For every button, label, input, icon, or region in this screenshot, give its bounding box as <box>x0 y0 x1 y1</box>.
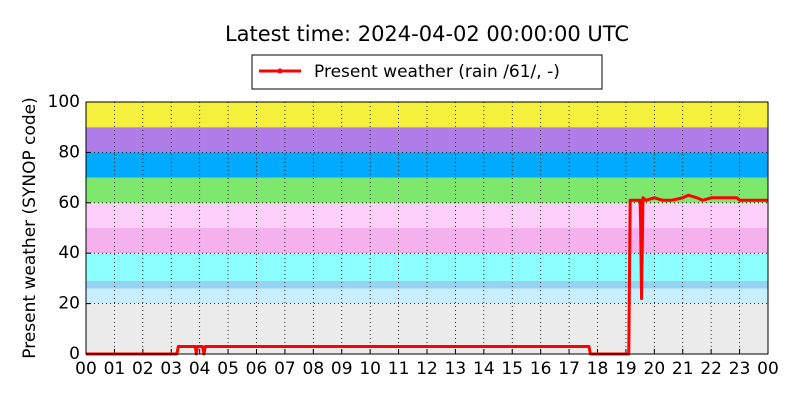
x-tick-label: 00 <box>757 359 779 379</box>
x-tick-label: 00 <box>75 359 97 379</box>
x-tick-label: 20 <box>644 359 666 379</box>
background-band <box>86 253 768 281</box>
y-axis-label: Present weather (SYNOP code) <box>20 97 40 358</box>
x-tick-label: 12 <box>416 359 438 379</box>
x-tick-label: 13 <box>445 359 467 379</box>
x-tick-label: 14 <box>473 359 495 379</box>
x-tick-label: 10 <box>359 359 381 379</box>
x-tick-label: 07 <box>274 359 296 379</box>
x-tick-label: 22 <box>700 359 722 379</box>
x-tick-label: 02 <box>132 359 154 379</box>
data-line <box>86 193 768 356</box>
chart-title: Latest time: 2024-04-02 00:00:00 UTC <box>225 22 629 46</box>
x-tick-label: 05 <box>217 359 239 379</box>
background-band <box>86 288 768 304</box>
y-tick-label: 0 <box>69 344 80 364</box>
legend-label: Present weather (rain /61/, -) <box>314 62 560 82</box>
y-tick-label: 60 <box>58 193 80 213</box>
x-tick-label: 09 <box>331 359 353 379</box>
x-tick-label: 23 <box>729 359 751 379</box>
background-band <box>86 280 768 289</box>
x-tick-label: 06 <box>246 359 268 379</box>
x-tick-label: 16 <box>530 359 552 379</box>
y-tick-label: 40 <box>58 243 80 263</box>
x-tick-label: 08 <box>303 359 325 379</box>
x-tick-label: 15 <box>501 359 523 379</box>
x-tick-label: 04 <box>189 359 211 379</box>
background-band <box>86 127 768 153</box>
x-tick-label: 03 <box>160 359 182 379</box>
x-tick-label: 21 <box>672 359 694 379</box>
x-tick-label: 17 <box>558 359 580 379</box>
x-tick-label: 01 <box>104 359 126 379</box>
plot-frame <box>85 101 769 355</box>
legend-marker <box>277 68 283 74</box>
legend-box <box>251 54 603 90</box>
background-band <box>86 152 768 178</box>
x-tick-label: 18 <box>587 359 609 379</box>
y-tick-label: 80 <box>58 142 80 162</box>
background-band <box>86 228 768 254</box>
y-tick-label: 20 <box>58 294 80 314</box>
x-tick-label: 19 <box>615 359 637 379</box>
x-tick-label: 11 <box>388 359 410 379</box>
y-tick-label: 100 <box>48 92 80 112</box>
